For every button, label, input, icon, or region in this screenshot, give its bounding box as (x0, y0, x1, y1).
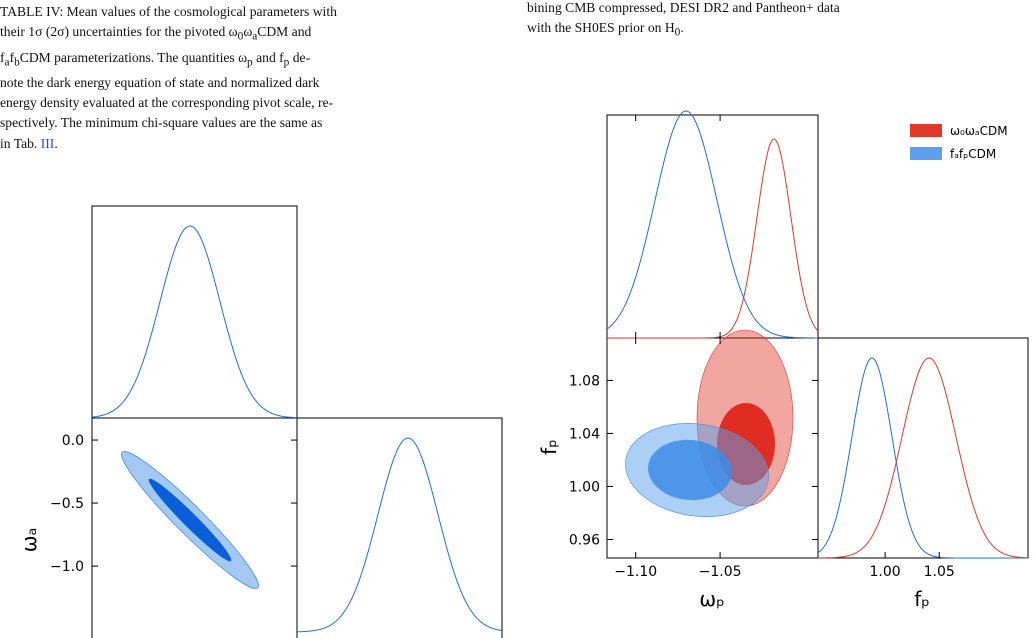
reference-link[interactable]: energy density evaluated at the correspo… (0, 95, 334, 111)
y-tick-label: 1.04 (569, 426, 600, 442)
reference-link[interactable]: and f (252, 49, 284, 65)
panel (91, 205, 298, 419)
legend-label: ω₀ωₐCDM (950, 124, 1008, 138)
posterior-curve (297, 437, 503, 633)
caption-line: their 1σ (2σ) uncertainties for the pivo… (0, 22, 510, 47)
contour-1sigma (148, 478, 232, 562)
right-caption: bining CMB compressed, DESI DR2 and Pant… (527, 0, 1032, 44)
reference-link[interactable]: f (0, 49, 5, 65)
caption-line: TABLE IV: Mean values of the cosmologica… (0, 2, 510, 22)
caption-line: energy density evaluated at the correspo… (0, 93, 510, 113)
caption-text: b (14, 56, 20, 69)
x-axis-label: ωₚ (699, 587, 724, 611)
contour-group (120, 450, 260, 590)
y-tick-label: −0.5 (50, 496, 84, 512)
reference-link[interactable]: spectively. The minimum chi-square value… (0, 115, 323, 131)
y-axis-label: fₚ (537, 439, 561, 455)
x-tick-label: −1.05 (699, 564, 742, 580)
x-tick-label: 1.00 (870, 564, 901, 580)
panel (817, 337, 1029, 559)
reference-link[interactable]: CDM and (257, 24, 312, 40)
caption-text: a (4, 56, 10, 69)
reference-link[interactable]: III (40, 135, 55, 151)
legend-swatch (910, 124, 942, 137)
reference-link[interactable]: ω (243, 24, 253, 40)
reference-link[interactable]: . (680, 20, 684, 36)
panel (296, 417, 503, 638)
caption-text: 0 (674, 27, 681, 40)
caption-line: bining CMB compressed, DESI DR2 and Pant… (527, 0, 1032, 18)
y-tick-label: 1.08 (569, 373, 600, 389)
y-tick-label: 0.0 (62, 433, 84, 449)
posterior-curve (91, 225, 298, 419)
reference-link[interactable]: de- (289, 49, 311, 65)
posterior-curve (817, 357, 1028, 559)
caption-line: note the dark energy equation of state a… (0, 73, 510, 93)
posterior-curve (818, 357, 1029, 559)
x-axis-label: fₚ (914, 587, 930, 611)
caption-text: p (283, 56, 290, 69)
caption-line: in Tab. III. (0, 134, 510, 154)
caption-text: a (252, 31, 258, 44)
reference-link[interactable]: CDM parameterizations. The quantities ω (19, 49, 248, 65)
y-tick-label: −1.0 (50, 559, 84, 575)
panel (606, 114, 819, 339)
legend-label: fₐfₚCDM (950, 147, 996, 161)
reference-link[interactable]: in Tab. (0, 135, 41, 151)
x-tick-label: 1.05 (924, 564, 955, 580)
reference-link[interactable]: with the SH0ES prior on H (527, 20, 675, 36)
x-tick-label: −1.10 (614, 564, 657, 580)
caption-text: 0 (237, 31, 244, 44)
left-caption: TABLE IV: Mean values of the cosmologica… (0, 2, 510, 154)
posterior-curve (607, 138, 819, 339)
reference-link[interactable]: TABLE IV: Mean values of the cosmologica… (0, 4, 337, 19)
reference-link[interactable]: bining CMB compressed, DESI DR2 and Pant… (527, 0, 840, 15)
caption-line: spectively. The minimum chi-square value… (0, 113, 510, 133)
caption-line: fafbCDM parameterizations. The quantitie… (0, 48, 510, 73)
reference-link[interactable]: their 1σ (2σ) uncertainties for the pivo… (0, 24, 238, 40)
reference-link[interactable]: . (54, 135, 58, 151)
y-tick-label: 1.00 (569, 479, 600, 495)
caption-text: p (247, 56, 253, 69)
reference-link[interactable]: f (9, 49, 15, 65)
reference-link[interactable]: note the dark energy equation of state a… (0, 74, 320, 90)
contour-1sigma (648, 439, 732, 501)
legend-swatch (910, 147, 942, 160)
posterior-curve (606, 110, 818, 339)
y-axis-label: ωₐ (17, 528, 41, 553)
caption-line: with the SH0ES prior on H0. (527, 18, 1032, 43)
y-tick-label: 0.96 (569, 532, 600, 548)
